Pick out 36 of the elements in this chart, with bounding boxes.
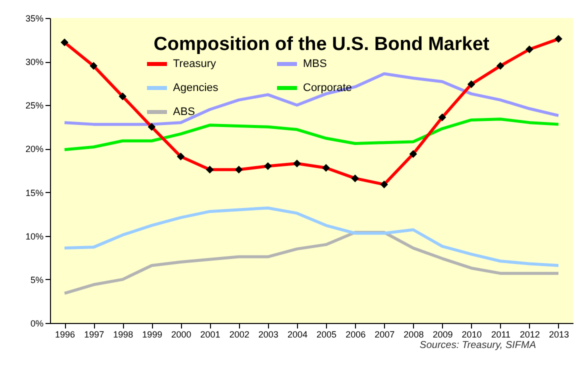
legend-label: Treasury [173, 58, 216, 70]
y-tick-label: 30% [25, 57, 44, 68]
legend-label: Corporate [303, 82, 352, 94]
x-tick-label: 1999 [142, 330, 162, 340]
x-tick-label: 2005 [316, 330, 337, 340]
x-tick-label: 2011 [491, 330, 511, 340]
x-tick-label: 2009 [432, 330, 453, 340]
x-tick-label: 1997 [84, 330, 104, 340]
x-tick-label: 2001 [200, 330, 220, 340]
x-tick-label: 1998 [113, 330, 134, 340]
x-tick-label: 2004 [287, 330, 308, 340]
line-series [63, 230, 560, 295]
x-tick-label: 2002 [229, 330, 250, 340]
x-tick-label: 2012 [520, 330, 540, 340]
y-tick-label: 20% [25, 144, 44, 154]
x-tick-label: 2010 [462, 330, 482, 340]
legend-label: Agencies [173, 82, 219, 94]
x-tick-label: 2007 [374, 330, 395, 340]
line-series [63, 206, 560, 267]
x-tick-label: 2000 [171, 330, 192, 340]
y-tick-label: 0% [30, 318, 44, 328]
x-tick-label: 2013 [548, 330, 569, 340]
y-tick-label: 35% [25, 14, 44, 24]
x-tick-label: 2003 [258, 330, 278, 340]
source-note: Sources: Treasury, SIFMA [420, 340, 536, 351]
x-tick-label: 2006 [346, 330, 366, 340]
y-tick-label: 10% [25, 231, 44, 242]
y-tick-label: 15% [25, 188, 44, 198]
x-tick-label: 1996 [55, 330, 76, 340]
legend-label: ABS [173, 106, 196, 118]
line-series [63, 118, 560, 152]
y-tick-label: 25% [25, 100, 44, 111]
legend-label: MBS [303, 58, 327, 70]
y-tick-label: 5% [30, 274, 44, 285]
text: Composition of the U.S. Bond Market [154, 34, 490, 55]
x-tick-label: 2008 [404, 330, 424, 340]
